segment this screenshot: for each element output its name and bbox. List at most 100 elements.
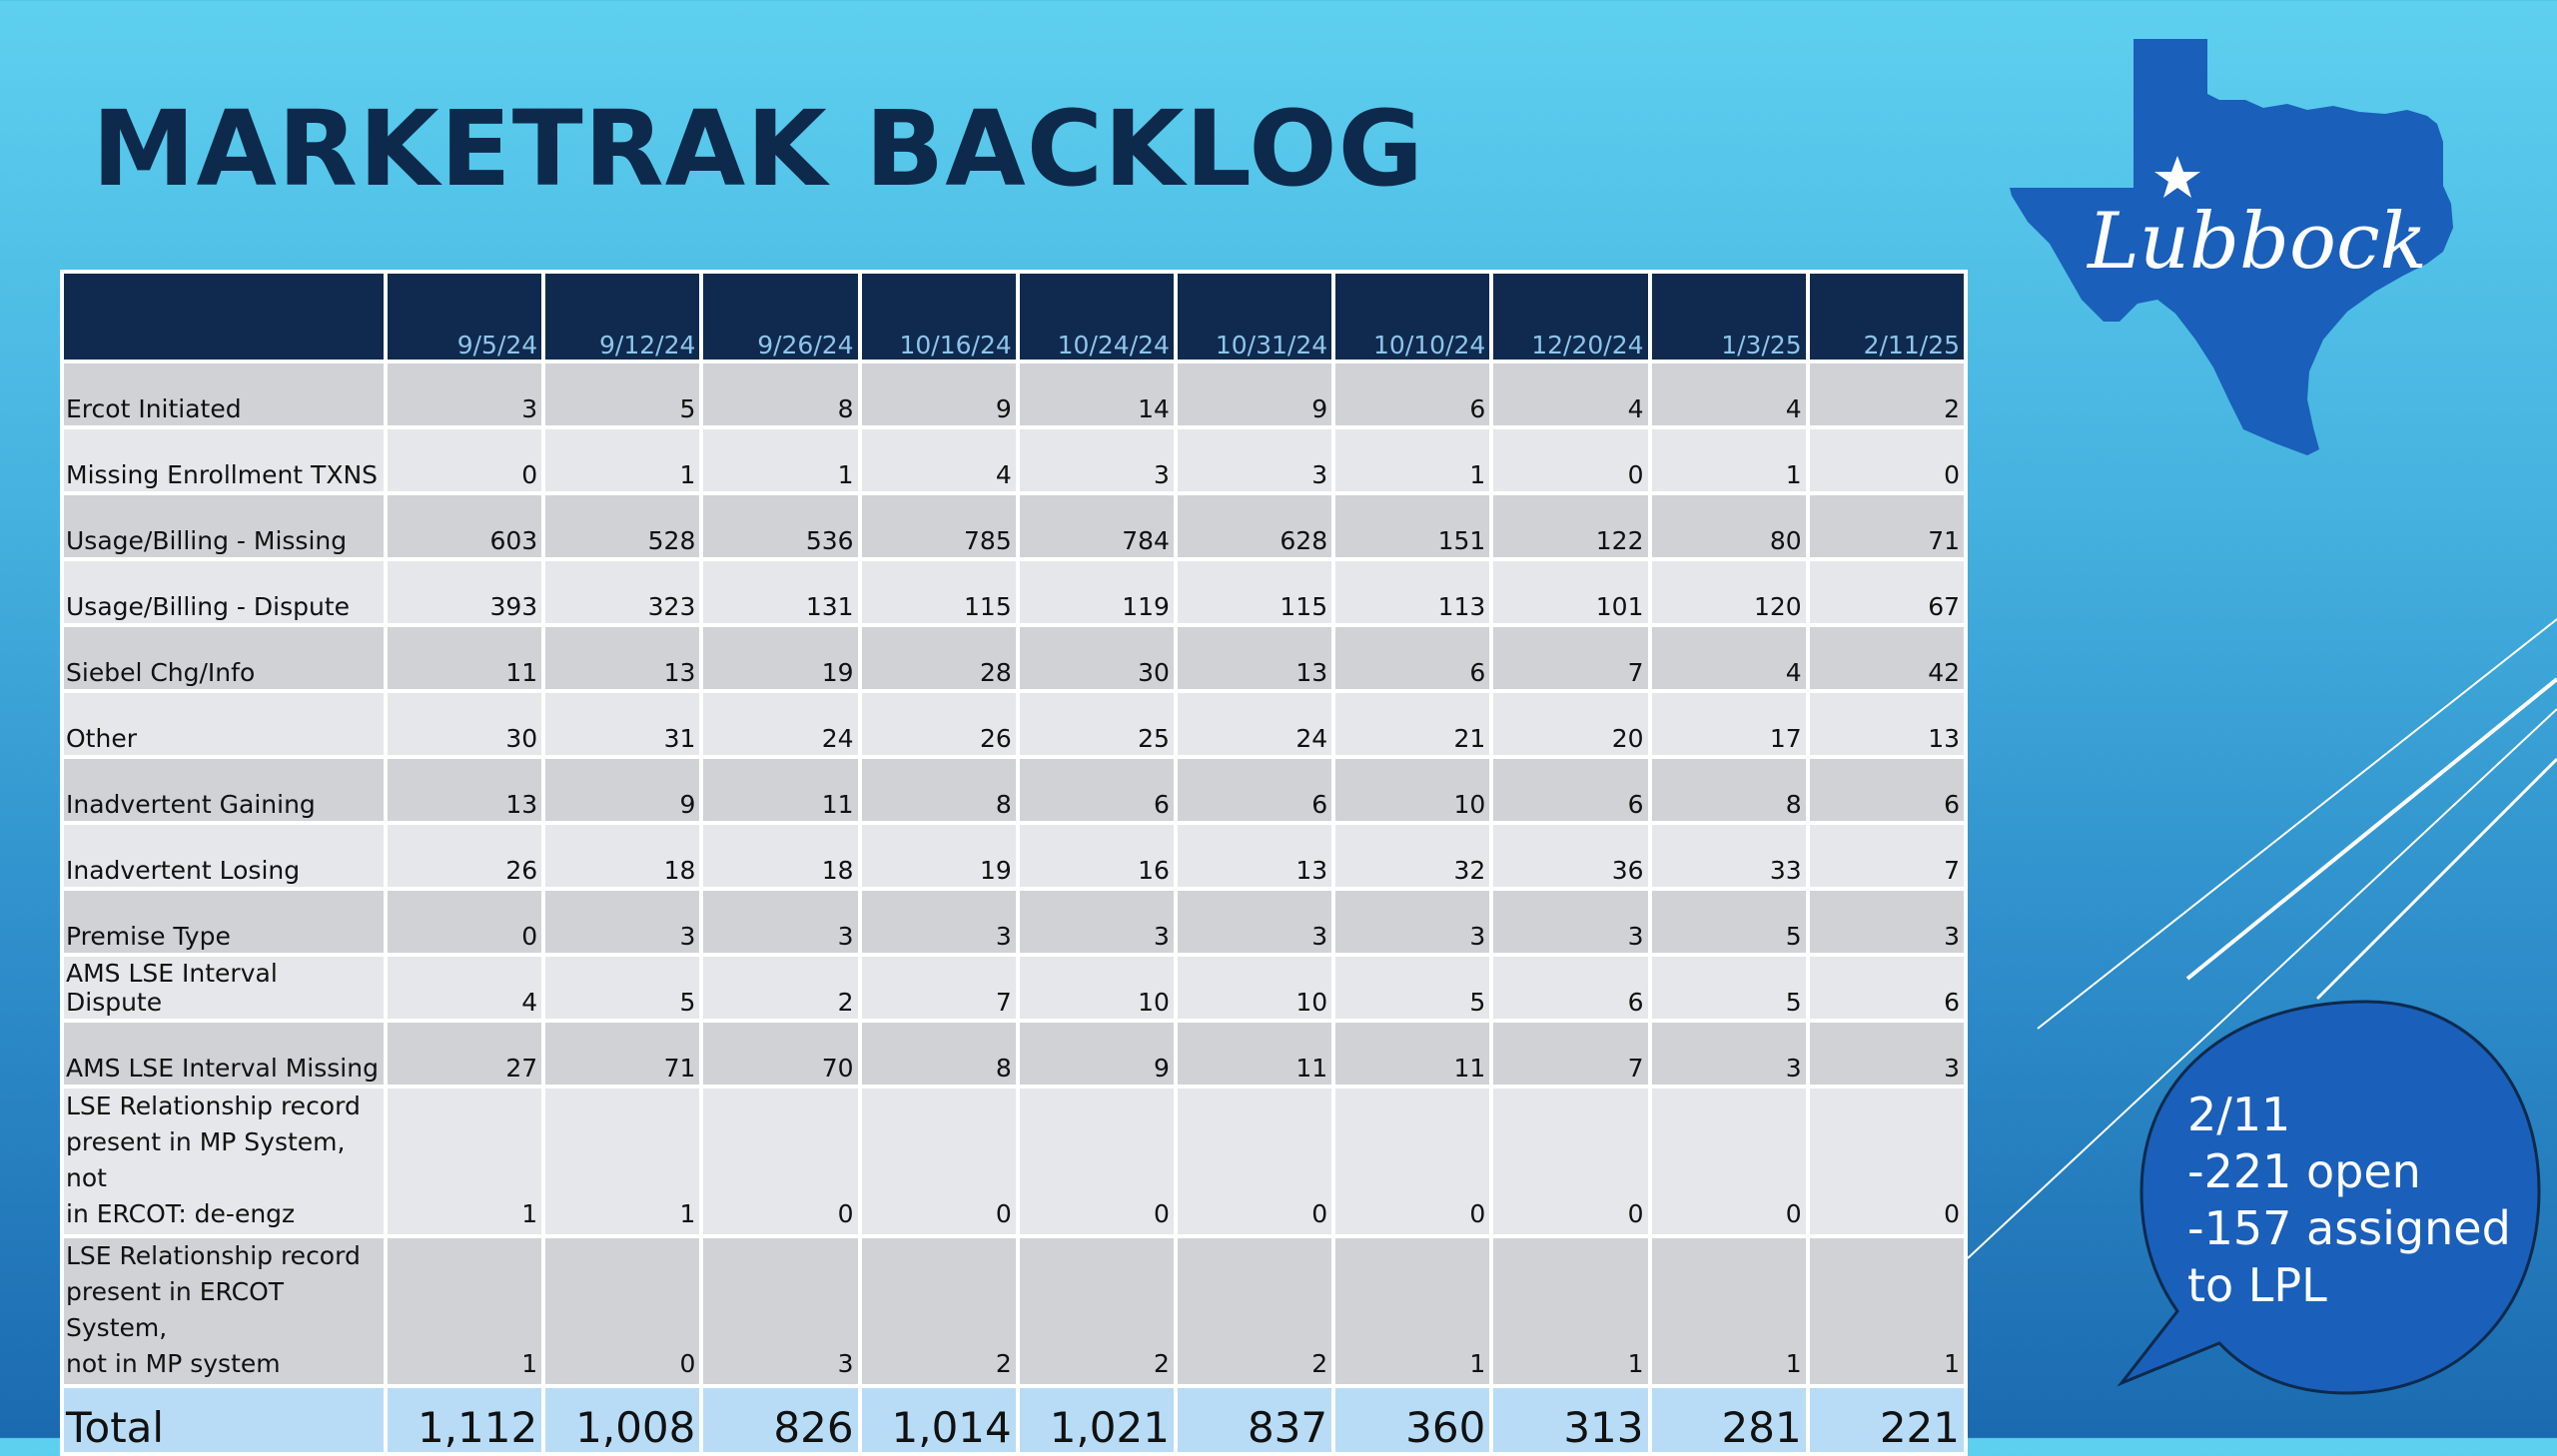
callout-line: -221 open bbox=[2187, 1144, 2421, 1198]
table-cell: 1 bbox=[1493, 1238, 1648, 1384]
table-cell: 3 bbox=[1335, 891, 1490, 953]
table-cell: 6 bbox=[1493, 759, 1648, 821]
row-label-line: present in ERCOT System, bbox=[66, 1277, 285, 1342]
table-cell: 0 bbox=[1809, 429, 1964, 491]
table-cell: 10 bbox=[1177, 957, 1332, 1019]
row-label-line: not in MP system bbox=[66, 1349, 281, 1378]
column-header: 10/10/24 bbox=[1335, 274, 1490, 360]
callout-text: 2/11 -221 open -157 assigned to LPL bbox=[2187, 1087, 2517, 1314]
table-cell: 131 bbox=[703, 561, 858, 623]
header-corner-cell bbox=[64, 274, 384, 360]
table-cell: 32 bbox=[1335, 825, 1490, 887]
table-cell: 11 bbox=[1177, 1023, 1332, 1085]
table-cell: 24 bbox=[703, 693, 858, 755]
table-row: Ercot Initiated 3 5 8 9 14 9 6 4 4 2 bbox=[64, 364, 1964, 425]
table-cell: 28 bbox=[861, 627, 1016, 689]
table-cell: 33 bbox=[1651, 825, 1806, 887]
column-header: 12/20/24 bbox=[1493, 274, 1648, 360]
table-cell: 1 bbox=[1651, 1238, 1806, 1384]
column-header: 10/16/24 bbox=[861, 274, 1016, 360]
table-cell: 4 bbox=[1651, 364, 1806, 425]
table-cell: 80 bbox=[1651, 495, 1806, 557]
table-cell: 5 bbox=[545, 957, 700, 1019]
table-cell: 0 bbox=[1335, 1089, 1490, 1234]
total-cell: 1,008 bbox=[545, 1388, 700, 1452]
table-cell: 784 bbox=[1019, 495, 1174, 557]
row-label: Siebel Chg/Info bbox=[64, 627, 384, 689]
table-cell: 115 bbox=[1177, 561, 1332, 623]
table-cell: 7 bbox=[1493, 627, 1648, 689]
table-cell: 113 bbox=[1335, 561, 1490, 623]
table-cell: 30 bbox=[1019, 627, 1174, 689]
table-cell: 1 bbox=[545, 429, 700, 491]
table-cell: 24 bbox=[1177, 693, 1332, 755]
table-cell: 0 bbox=[1651, 1089, 1806, 1234]
table-row: Usage/Billing - Missing 603 528 536 785 784 62… bbox=[64, 495, 1964, 557]
table-cell: 0 bbox=[861, 1089, 1016, 1234]
table-cell: 1 bbox=[545, 1089, 700, 1234]
table-cell: 120 bbox=[1651, 561, 1806, 623]
table-cell: 5 bbox=[1651, 957, 1806, 1019]
table-cell: 67 bbox=[1809, 561, 1964, 623]
speech-bubble-icon bbox=[2117, 1000, 2541, 1395]
row-label: LSE Relationship record present in MP Sys… bbox=[64, 1089, 384, 1234]
table-cell: 1 bbox=[1335, 429, 1490, 491]
row-label-line: LSE Relationship record bbox=[66, 1241, 361, 1270]
table-cell: 13 bbox=[545, 627, 700, 689]
table-cell: 19 bbox=[861, 825, 1016, 887]
callout-line: -157 assigned bbox=[2187, 1201, 2511, 1255]
table-row: Usage/Billing - Dispute 393 323 131 115 119 11… bbox=[64, 561, 1964, 623]
table-cell: 11 bbox=[388, 627, 542, 689]
table-cell: 3 bbox=[1493, 891, 1648, 953]
table-cell: 5 bbox=[1335, 957, 1490, 1019]
table-row: Missing Enrollment TXNS 0 1 1 4 3 3 1 0 1 0 bbox=[64, 429, 1964, 491]
table-cell: 71 bbox=[1809, 495, 1964, 557]
total-cell: 221 bbox=[1809, 1388, 1964, 1452]
table-cell: 16 bbox=[1019, 825, 1174, 887]
table-cell: 36 bbox=[1493, 825, 1648, 887]
total-row: Total 1,112 1,008 826 1,014 1,021 837 360 313 281… bbox=[64, 1388, 1964, 1452]
total-cell: 837 bbox=[1177, 1388, 1332, 1452]
table-cell: 603 bbox=[388, 495, 542, 557]
backlog-table-container: 9/5/24 9/12/24 9/26/24 10/16/24 10/24/24 10/3… bbox=[60, 270, 1968, 1456]
table-cell: 8 bbox=[703, 364, 858, 425]
table-cell: 785 bbox=[861, 495, 1016, 557]
column-header: 9/5/24 bbox=[388, 274, 542, 360]
row-label-line: present in MP System, not bbox=[66, 1127, 346, 1192]
row-label: Inadvertent Gaining bbox=[64, 759, 384, 821]
column-header: 2/11/25 bbox=[1809, 274, 1964, 360]
table-cell: 7 bbox=[861, 957, 1016, 1019]
table-cell: 628 bbox=[1177, 495, 1332, 557]
table-cell: 6 bbox=[1809, 759, 1964, 821]
table-cell: 4 bbox=[1493, 364, 1648, 425]
backlog-table: 9/5/24 9/12/24 9/26/24 10/16/24 10/24/24 10/3… bbox=[60, 270, 1968, 1456]
texas-map-shape bbox=[2010, 39, 2453, 455]
table-cell: 6 bbox=[1335, 627, 1490, 689]
row-label-line: LSE Relationship record bbox=[66, 1092, 361, 1120]
table-cell: 2 bbox=[703, 957, 858, 1019]
table-cell: 3 bbox=[1651, 1023, 1806, 1085]
table-cell: 393 bbox=[388, 561, 542, 623]
texas-map-logo-icon: Lubbock bbox=[2010, 39, 2453, 455]
table-row: AMS LSE Interval Dispute 4 5 2 7 10 10 5 6 5 6 bbox=[64, 957, 1964, 1019]
table-cell: 323 bbox=[545, 561, 700, 623]
table-cell: 8 bbox=[1651, 759, 1806, 821]
table-row: Other 30 31 24 26 25 24 21 20 17 13 bbox=[64, 693, 1964, 755]
table-cell: 8 bbox=[861, 1023, 1016, 1085]
table-cell: 0 bbox=[703, 1089, 858, 1234]
column-header: 9/12/24 bbox=[545, 274, 700, 360]
row-label: AMS LSE Interval Missing bbox=[64, 1023, 384, 1085]
row-label: AMS LSE Interval Dispute bbox=[64, 957, 384, 1019]
table-cell: 19 bbox=[703, 627, 858, 689]
total-cell: 360 bbox=[1335, 1388, 1490, 1452]
table-cell: 6 bbox=[1493, 957, 1648, 1019]
star-icon bbox=[2154, 156, 2200, 198]
table-cell: 3 bbox=[1177, 429, 1332, 491]
table-cell: 42 bbox=[1809, 627, 1964, 689]
table-cell: 119 bbox=[1019, 561, 1174, 623]
table-cell: 18 bbox=[703, 825, 858, 887]
table-cell: 7 bbox=[1809, 825, 1964, 887]
table-cell: 9 bbox=[545, 759, 700, 821]
table-cell: 1 bbox=[388, 1238, 542, 1384]
table-cell: 13 bbox=[1809, 693, 1964, 755]
